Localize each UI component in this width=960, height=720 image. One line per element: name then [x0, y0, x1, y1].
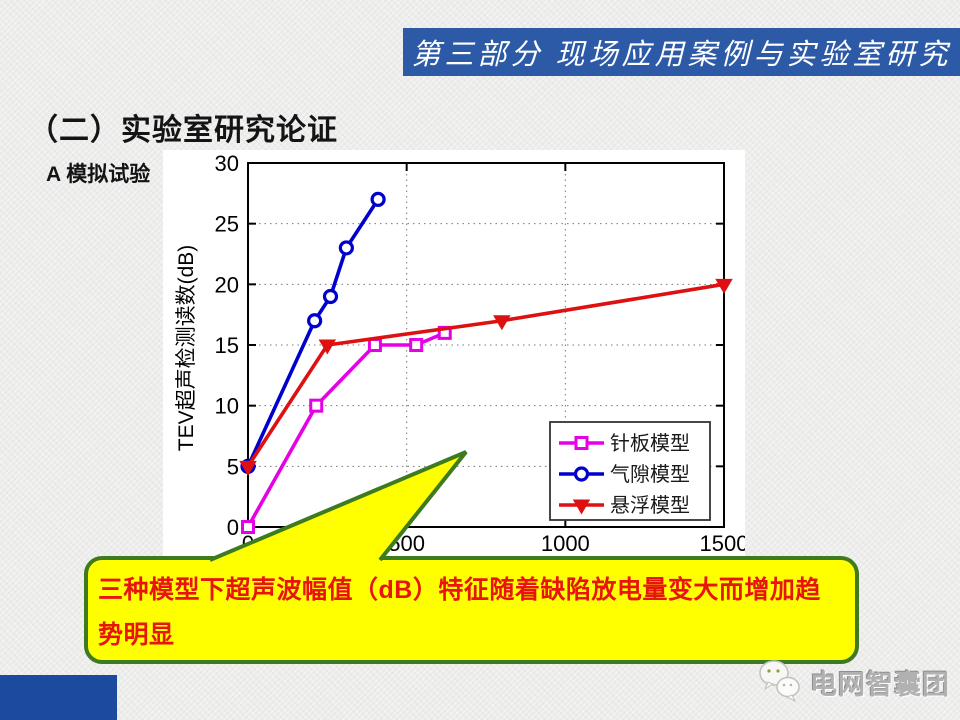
series-square [241, 325, 452, 534]
callout-tail [209, 450, 468, 562]
svg-text:15: 15 [215, 333, 239, 358]
callout-bubble [84, 450, 859, 664]
callout-box [84, 556, 859, 664]
legend-label: 悬浮模型 [610, 494, 690, 517]
wechat-icon [759, 660, 800, 703]
svg-text:1000: 1000 [541, 531, 590, 556]
y-tick-labels: 0 5 10 15 20 25 30 [215, 151, 239, 540]
svg-text:10: 10 [215, 394, 239, 419]
svg-text:0: 0 [227, 515, 239, 540]
series-triangle-down [239, 278, 733, 476]
page-title: （二）实验室研究论证 [28, 114, 338, 147]
y-axis-label: TEV超声检测读数(dB) [175, 245, 198, 452]
section-banner: 第三部分 现场应用案例与实验室研究 [403, 28, 960, 76]
bottom-accent-bar [0, 675, 117, 720]
chart-svg: 050010001500051015202530TEV超声检测读数(dB)针板模… [175, 151, 748, 556]
series-circle [240, 191, 386, 474]
svg-text:20: 20 [215, 272, 239, 297]
svg-text:1500: 1500 [700, 531, 745, 556]
tev-chart: 050010001500051015202530TEV超声检测读数(dB)针板模… [163, 150, 748, 560]
section-banner-title: 第三部分 现场应用案例与实验室研究 [411, 39, 952, 71]
svg-text:30: 30 [215, 151, 239, 176]
callout-text: 三种模型下超声波幅值（dB）特征随着缺陷放电量变大而增加趋势明显 [98, 576, 821, 649]
legend-label: 气隙模型 [610, 463, 690, 486]
svg-text:25: 25 [215, 212, 239, 237]
brand-name: 电网智囊团 [810, 669, 950, 700]
legend-label: 针板模型 [610, 432, 690, 455]
svg-text:5: 5 [227, 454, 239, 479]
sub-title: A 模拟试验 [46, 163, 151, 186]
gridlines [248, 163, 724, 527]
brand-footer: 电网智囊团 [756, 656, 956, 708]
